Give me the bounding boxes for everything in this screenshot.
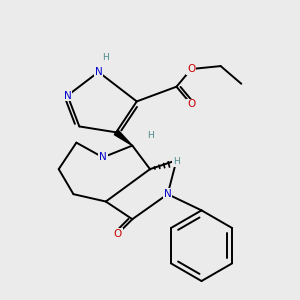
Text: H: H — [147, 131, 153, 140]
Text: N: N — [164, 189, 172, 199]
Polygon shape — [114, 130, 132, 146]
Text: N: N — [94, 67, 102, 77]
Text: O: O — [113, 229, 122, 239]
Text: O: O — [187, 99, 195, 110]
Text: N: N — [99, 152, 107, 162]
Text: N: N — [64, 91, 71, 100]
Text: H: H — [103, 53, 109, 62]
Text: H: H — [173, 157, 180, 166]
Text: O: O — [187, 64, 195, 74]
